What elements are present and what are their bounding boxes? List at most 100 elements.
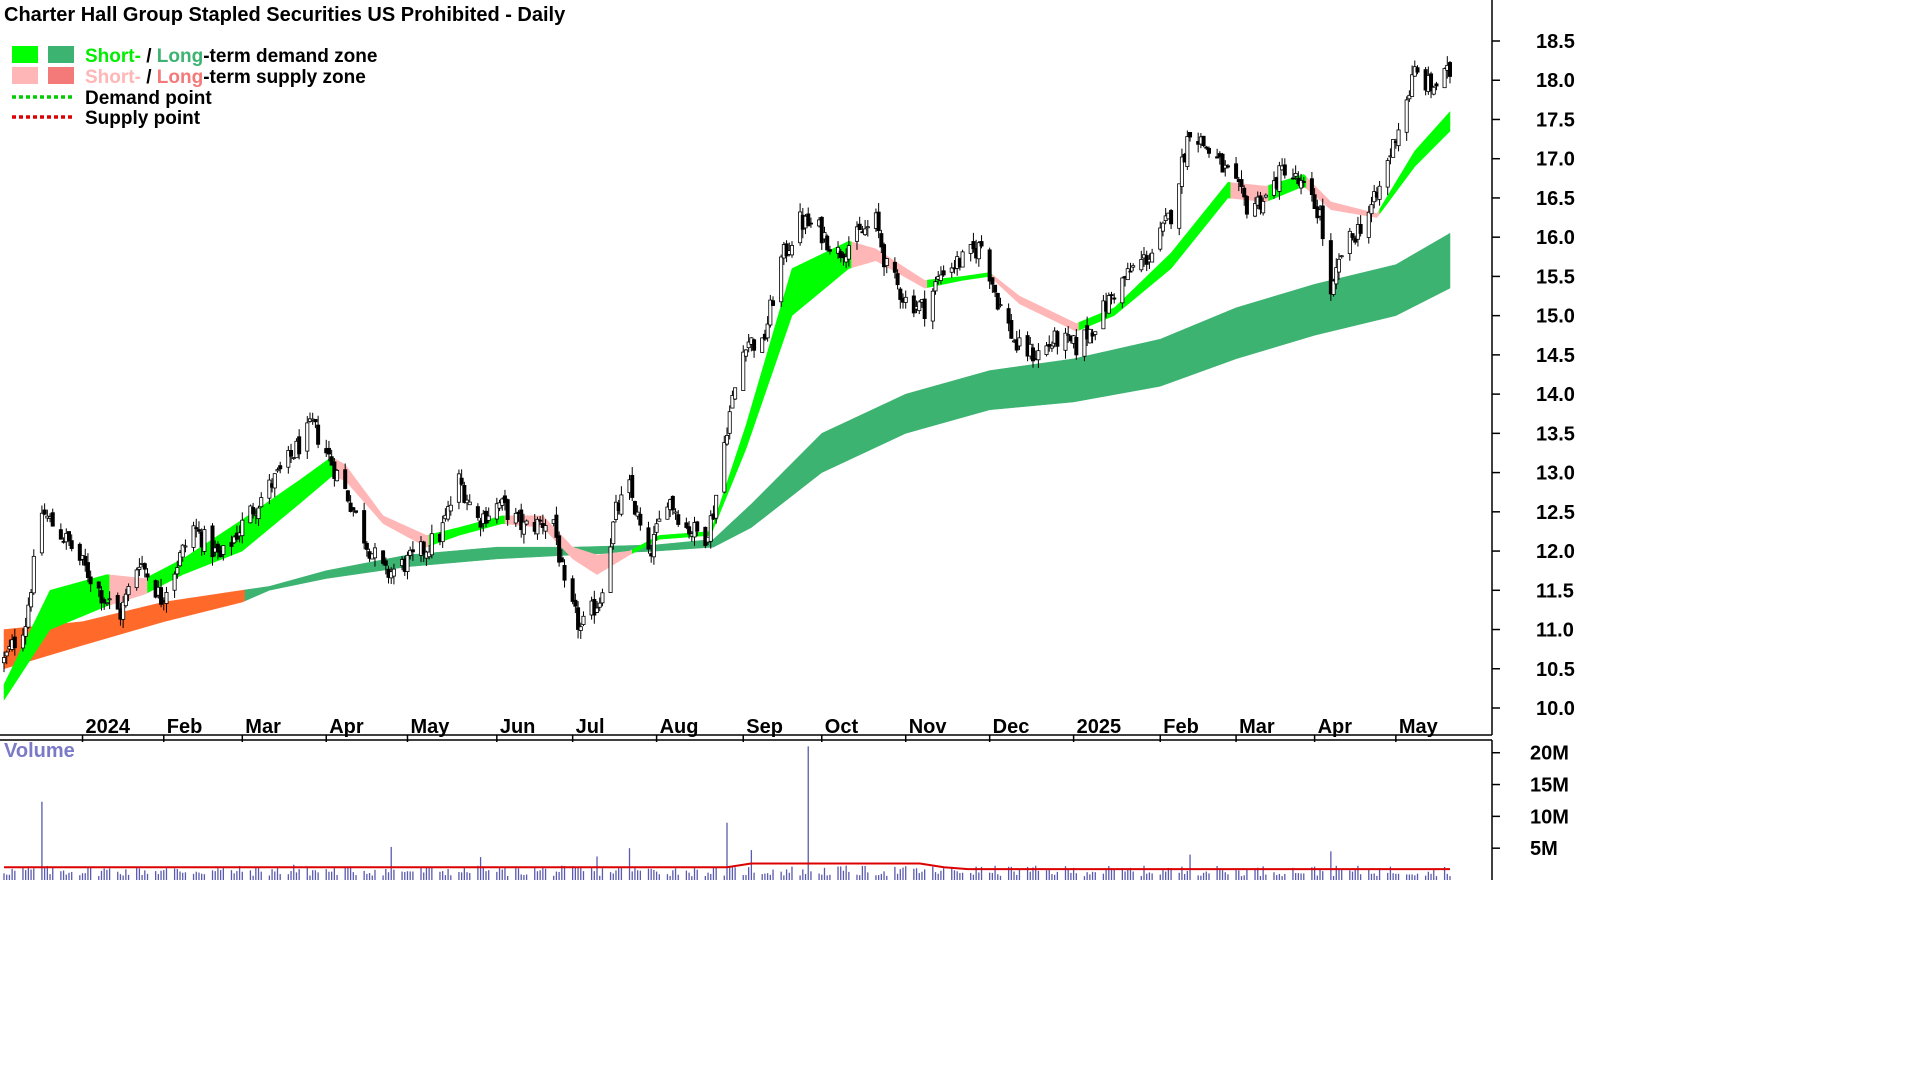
candle-body <box>1385 160 1390 188</box>
candle <box>1082 329 1087 362</box>
candle-body <box>1431 86 1436 95</box>
candle-body <box>145 573 150 578</box>
candle <box>998 297 1003 308</box>
candle-body <box>221 545 226 555</box>
candle <box>559 549 564 563</box>
candle-body <box>329 456 334 466</box>
candle <box>917 299 922 315</box>
candle <box>684 517 689 530</box>
candle-body <box>115 595 120 610</box>
legend-entry: Short- / Long-term demand zone <box>12 46 377 67</box>
candle-body <box>502 495 507 503</box>
candle-body <box>535 518 540 535</box>
candle-body <box>1177 183 1182 229</box>
candle-body <box>714 494 719 519</box>
candle <box>1179 148 1184 194</box>
candle <box>806 207 811 227</box>
candle <box>1128 262 1133 273</box>
candle-body <box>137 566 142 570</box>
candle <box>1030 343 1035 368</box>
candle <box>305 416 310 459</box>
candle-body <box>892 261 897 273</box>
candle <box>159 578 164 608</box>
candle <box>85 553 90 583</box>
candle-body <box>971 241 976 250</box>
candle <box>429 524 434 559</box>
candle <box>863 220 868 237</box>
candle-body <box>1204 146 1209 149</box>
candle <box>1120 276 1125 309</box>
candle <box>1339 255 1344 259</box>
candle-body <box>2 657 7 664</box>
candle-body <box>684 522 689 528</box>
candle-body <box>998 304 1003 307</box>
candle-body <box>159 587 164 605</box>
candle-body <box>102 599 107 603</box>
candle-body <box>638 513 643 526</box>
candle-body <box>107 598 112 601</box>
candle-body <box>77 543 82 561</box>
legend-entry: Demand point <box>12 88 212 109</box>
candle-body <box>210 525 215 558</box>
candle-body <box>949 267 954 273</box>
candle-body <box>486 515 491 521</box>
candle <box>1220 152 1225 173</box>
price-pane <box>2 56 1453 701</box>
candle-body <box>39 512 44 554</box>
candle-body <box>521 521 526 535</box>
legend-swatch-long <box>48 67 74 84</box>
candle-body <box>1234 163 1239 179</box>
candle <box>987 247 992 289</box>
candle <box>259 492 264 508</box>
candle <box>632 500 637 516</box>
candle-body <box>670 495 675 511</box>
candle-body <box>175 567 180 575</box>
candle-body <box>876 211 881 232</box>
candle <box>1377 181 1382 206</box>
candle <box>576 601 581 639</box>
candle <box>695 520 700 537</box>
candle <box>175 560 180 579</box>
volume-tick-label: 10M <box>1530 806 1569 828</box>
candle-body <box>743 349 748 357</box>
candle-body <box>1036 350 1041 361</box>
candle <box>1309 172 1314 202</box>
candle <box>654 518 659 541</box>
candle <box>1253 197 1258 218</box>
candle-body <box>665 506 670 520</box>
candle <box>665 502 670 520</box>
candle-body <box>884 258 889 266</box>
candle-body <box>608 546 613 593</box>
candle-body <box>1309 178 1314 196</box>
candle-body <box>229 542 234 547</box>
time-tick-label: Nov <box>909 716 948 738</box>
candle-body <box>381 550 386 564</box>
candle-body <box>1263 194 1268 198</box>
price-tick-label: 18.5 <box>1536 31 1575 53</box>
candle <box>743 349 748 362</box>
candle-body <box>1328 240 1333 295</box>
candle <box>1006 303 1011 332</box>
candle-body <box>822 232 827 240</box>
candle-body <box>1150 252 1155 263</box>
candle-body <box>194 527 199 530</box>
candle <box>938 266 943 284</box>
candle <box>543 519 548 539</box>
candle-body <box>1293 173 1298 177</box>
candle <box>502 489 507 511</box>
legend-label-part: Long <box>157 67 203 88</box>
candle <box>670 495 675 515</box>
time-tick-label: Mar <box>1239 716 1275 738</box>
candle-body <box>995 292 1000 310</box>
candle <box>456 469 461 510</box>
candle <box>1101 294 1106 330</box>
candle <box>1396 122 1401 152</box>
candle-body <box>42 509 47 515</box>
candle-body <box>372 547 377 559</box>
candle-body <box>1410 74 1415 97</box>
candle <box>1150 248 1155 263</box>
candle <box>573 593 578 614</box>
candle-body <box>126 586 131 596</box>
candle <box>172 571 177 598</box>
candle <box>538 516 543 526</box>
